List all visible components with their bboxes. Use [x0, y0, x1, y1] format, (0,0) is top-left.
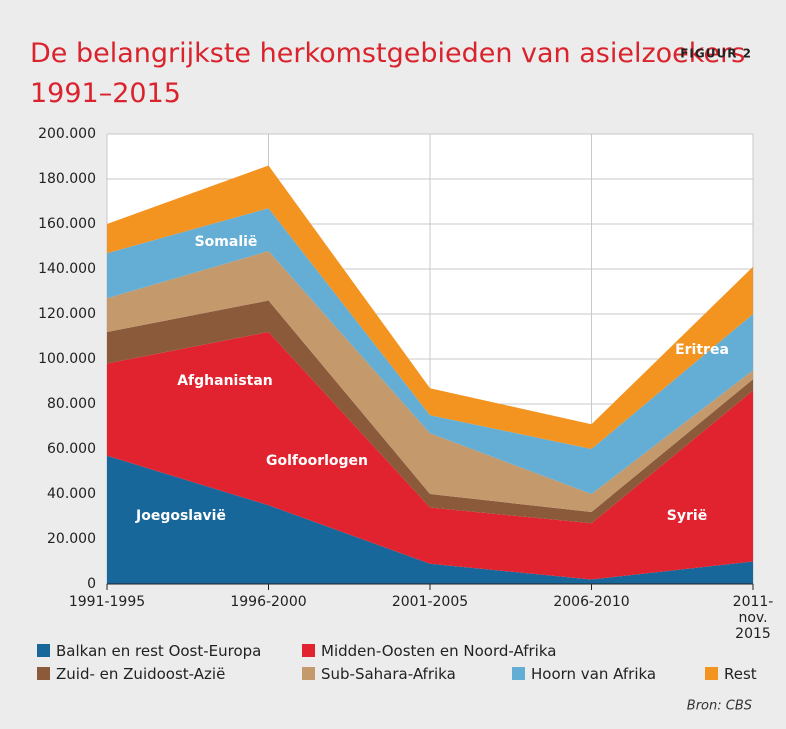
legend-item: Balkan en rest Oost-Europa: [37, 642, 261, 660]
y-tick-label: 180.000: [38, 171, 96, 187]
y-tick-label: 160.000: [38, 216, 96, 232]
y-tick-label: 40.000: [47, 486, 96, 502]
legend-swatch: [37, 644, 50, 657]
y-tick-label: 60.000: [47, 441, 96, 457]
legend-item: Midden-Oosten en Noord-Afrika: [302, 642, 556, 660]
legend-swatch: [302, 667, 315, 680]
legend-label: Balkan en rest Oost-Europa: [56, 642, 262, 660]
annotation: Somalië: [195, 234, 258, 250]
legend-swatch: [705, 667, 718, 680]
x-tick-label: 1991-1995: [68, 594, 146, 610]
legend-swatch: [37, 667, 50, 680]
legend-label: Rest: [724, 665, 757, 683]
y-tick-label: 20.000: [47, 531, 96, 547]
area: [107, 300, 753, 524]
x-tick-label: 1996-2000: [230, 594, 307, 610]
legend-swatch: [302, 644, 315, 657]
y-tick-label: 100.000: [38, 351, 96, 367]
area: [107, 165, 753, 449]
y-tick-label: 140.000: [38, 261, 96, 277]
x-tick-label: 2011- nov. 2015: [732, 594, 774, 642]
legend-item: Zuid- en Zuidoost-Azië: [37, 665, 225, 683]
x-tick-label: 2001-2005: [391, 594, 469, 610]
y-tick-label: 0: [87, 576, 96, 592]
y-tick-label: 120.000: [38, 306, 96, 322]
legend-label: Sub-Sahara-Afrika: [321, 665, 456, 683]
legend-swatch: [512, 667, 525, 680]
area: [107, 332, 753, 580]
area: [107, 208, 753, 494]
annotation: Afghanistan: [177, 373, 273, 389]
x-tick-label: 2006-2010: [553, 594, 630, 610]
legend-item: Rest: [705, 665, 757, 683]
figure-label: FIGUUR 2: [680, 47, 752, 61]
legend-label: Zuid- en Zuidoost-Azië: [56, 665, 226, 683]
area: [107, 455, 753, 584]
annotation: Eritrea: [675, 342, 729, 358]
source: Bron: CBS: [687, 699, 752, 714]
y-tick-label: 80.000: [47, 396, 96, 412]
legend-item: Sub-Sahara-Afrika: [302, 665, 456, 683]
annotation: Syrië: [667, 508, 707, 524]
legend-label: Hoorn van Afrika: [531, 665, 657, 683]
area: [107, 251, 753, 512]
legend-item: Hoorn van Afrika: [512, 665, 656, 683]
y-tick-label: 200.000: [38, 126, 96, 142]
annotation: Golfoorlogen: [266, 453, 368, 469]
annotation: Joegoslavië: [135, 508, 226, 524]
chart-title: De belangrijkste herkomstgebieden van as…: [30, 38, 745, 109]
legend-label: Midden-Oosten en Noord-Afrika: [321, 642, 557, 660]
